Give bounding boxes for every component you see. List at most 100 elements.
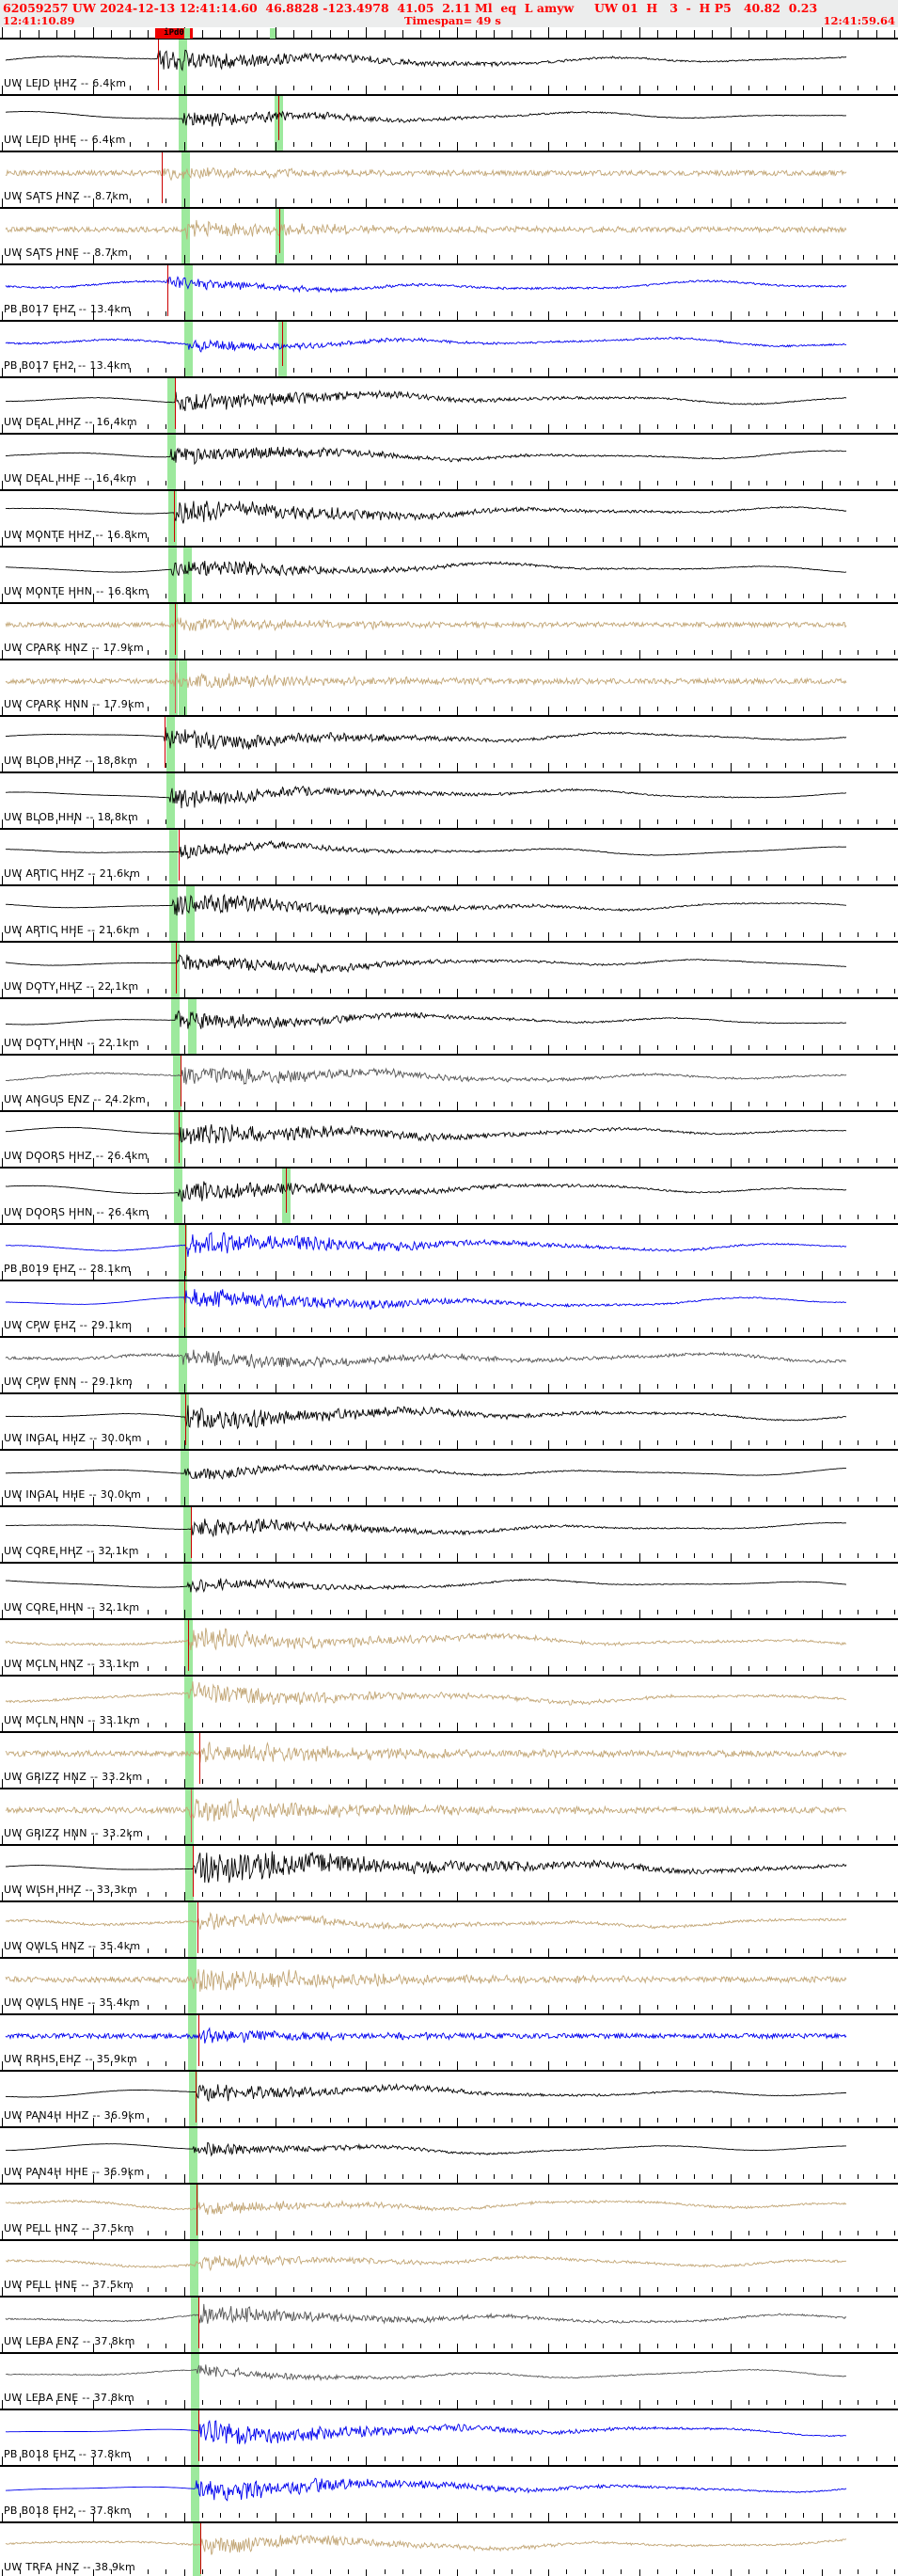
time-tick xyxy=(385,1497,386,1502)
trace-row[interactable]: UW CORE HHN -- 32.1km xyxy=(0,1564,898,1620)
trace-row[interactable]: iPc0UW CPW EHZ -- 29.1km xyxy=(0,1281,898,1338)
p-pick-line[interactable] xyxy=(185,1394,186,1445)
trace-row[interactable]: UW QWLS HNE -- 35.4km xyxy=(0,1959,898,2015)
trace-row[interactable]: 88.1UW CPARK HNN -- 17.9km xyxy=(0,660,898,717)
p-pick-line[interactable] xyxy=(199,1733,200,1784)
p-pick-line[interactable] xyxy=(198,2298,199,2348)
trace-row[interactable]: iPc0UW QWLS HNZ -- 35.4km xyxy=(0,1902,898,1959)
trace-row[interactable]: UW DOTY HHN -- 22.1km xyxy=(0,999,898,1056)
event-summary-line: 62059257 UW 2024-12-13 12:41:14.60 46.88… xyxy=(0,0,898,15)
time-tick xyxy=(402,2344,403,2348)
p-pick-line[interactable] xyxy=(200,2523,201,2574)
time-tick xyxy=(840,311,841,316)
p-pick-line[interactable] xyxy=(188,1620,189,1671)
time-tick xyxy=(657,1045,658,1050)
time-tick xyxy=(731,424,732,435)
s-pick-line[interactable] xyxy=(286,1169,287,1213)
trace-row[interactable]: iS 1PB B017 EH2 -- 13.4km xyxy=(0,322,898,378)
trace-row[interactable]: iPc1UW MONTE HHZ -- 16.8km xyxy=(0,491,898,548)
p-pick-line[interactable] xyxy=(176,943,177,994)
trace-row[interactable]: iPd1UW BLOB HHZ -- 18.8km xyxy=(0,717,898,773)
p-pick-line[interactable] xyxy=(198,2015,199,2066)
time-tick xyxy=(293,368,294,373)
trace-row[interactable]: UW CPW ENN -- 29.1km xyxy=(0,1338,898,1394)
trace-row[interactable]: iPd1UW DOORS HHZ -- 26.4km xyxy=(0,1112,898,1169)
trace-row[interactable]: PB B018 EH2 -- 37.8km xyxy=(0,2467,898,2523)
time-tick xyxy=(20,1610,21,1614)
s-pick-line[interactable] xyxy=(282,322,283,366)
trace-row[interactable]: iPc1UW ANGUS ENZ -- 24.2km xyxy=(0,1056,898,1112)
time-tick xyxy=(548,2344,549,2354)
trace-row[interactable]: iPd1UW ARTIC HHZ -- 21.6km xyxy=(0,830,898,886)
time-tick xyxy=(457,2231,458,2241)
p-pick-line[interactable] xyxy=(162,152,163,203)
time-tick xyxy=(293,1836,294,1840)
p-pick-line[interactable] xyxy=(179,1112,180,1163)
p-pick-line[interactable] xyxy=(174,491,175,542)
trace-row[interactable]: UW LEBA ENE -- 37.8km xyxy=(0,2354,898,2410)
trace-row[interactable]: iPc1PB B017 EHZ -- 13.4km xyxy=(0,265,898,322)
s-pick-line[interactable] xyxy=(279,209,280,253)
trace-row[interactable]: iPc1UW SATS HNZ -- 8.7km xyxy=(0,152,898,209)
time-tick xyxy=(676,481,677,485)
time-tick xyxy=(402,1440,403,1445)
trace-row[interactable]: iP 1UW GRIZZ HNZ -- 33.2km xyxy=(0,1733,898,1789)
trace-row[interactable]: iPd0PB B019 EHZ -- 28.1km xyxy=(0,1225,898,1281)
trace-row[interactable]: iPd0PB B018 EHZ -- 37.8km xyxy=(0,2410,898,2467)
p-pick-line[interactable] xyxy=(196,2072,197,2123)
p-pick-line[interactable] xyxy=(184,1281,185,1332)
trace-row[interactable]: iPc1UW CPARK HNZ -- 17.9km xyxy=(0,604,898,660)
p-pick-line[interactable] xyxy=(193,1846,194,1897)
time-tick xyxy=(202,2005,203,2010)
trace-row[interactable]: iP 1UW LEBA ENZ -- 37.8km xyxy=(0,2298,898,2354)
time-tick xyxy=(785,1045,786,1050)
time-tick xyxy=(585,537,586,542)
trace-row[interactable]: iPd1UW DEAL HHZ -- 16.4km xyxy=(0,378,898,435)
s-pick-line[interactable] xyxy=(278,96,279,140)
trace-row[interactable]: eP 2UW CORE HHZ -- 32.1km xyxy=(0,1507,898,1564)
time-tick xyxy=(2,1102,3,1112)
trace-row[interactable]: UW MCLN HNN -- 33.1km xyxy=(0,1677,898,1733)
trace-row[interactable]: iPc1UW DOTY HHZ -- 22.1km xyxy=(0,943,898,999)
trace-row[interactable]: iPc0UW PELL HNZ -- 37.5km xyxy=(0,2185,898,2241)
time-tick xyxy=(20,2287,21,2292)
time-tick xyxy=(822,1836,823,1846)
time-tick xyxy=(785,989,786,994)
time-tick xyxy=(2,86,3,96)
p-pick-line[interactable] xyxy=(198,2410,199,2461)
trace-row[interactable]: UW PAN4H HHE -- 36.9km xyxy=(0,2128,898,2185)
trace-row[interactable]: UW PELL HNE -- 37.5km xyxy=(0,2241,898,2298)
p-pick-line[interactable] xyxy=(167,265,168,316)
time-tick xyxy=(202,2061,203,2066)
time-tick xyxy=(457,199,458,209)
trace-row[interactable]: eS 2UW LEID HHE -- 6.4km xyxy=(0,96,898,152)
time-tick xyxy=(748,1666,749,1671)
p-pick-line[interactable] xyxy=(197,1902,198,1953)
trace-row[interactable]: iS 1UW DOORS HHN -- 26.4km xyxy=(0,1169,898,1225)
time-tick xyxy=(385,932,386,937)
trace-row[interactable]: UW DEAL HHE -- 16.4km xyxy=(0,435,898,491)
p-pick-line[interactable] xyxy=(175,604,176,655)
trace-row[interactable]: UW BLOB HHN -- 18.8km xyxy=(0,773,898,830)
p-pick-line[interactable] xyxy=(158,40,159,90)
trace-row[interactable]: iPd1UW RRHS EHZ -- 35.9km xyxy=(0,2015,898,2072)
trace-row[interactable]: UW INGAL HHE -- 30.0km xyxy=(0,1451,898,1507)
time-tick xyxy=(858,989,859,994)
trace-row[interactable]: iPd1UW MCLN HNZ -- 33.1km xyxy=(0,1620,898,1677)
p-pick-line[interactable] xyxy=(191,1507,192,1558)
time-tick xyxy=(785,424,786,429)
trace-row[interactable]: UW MONTE HHN -- 16.8km xyxy=(0,548,898,604)
p-pick-line[interactable] xyxy=(185,1225,186,1276)
trace-row[interactable]: iPd1UW INGAL HHZ -- 30.0km xyxy=(0,1394,898,1451)
trace-row[interactable]: iPc0UW PAN4H HHZ -- 36.9km xyxy=(0,2072,898,2128)
p-pick-line[interactable] xyxy=(179,830,180,881)
trace-row[interactable]: iPc0UW WISH HHZ -- 33.3km xyxy=(0,1846,898,1902)
waveform-trace xyxy=(5,49,847,72)
time-tick xyxy=(74,86,75,90)
trace-row[interactable]: UW ARTIC HHE -- 21.6km xyxy=(0,886,898,943)
p-pick-line[interactable] xyxy=(175,378,176,429)
trace-row[interactable]: 88.2UW GRIZZ HNN -- 33.2km xyxy=(0,1789,898,1846)
trace-row[interactable]: iS 1UW SATS HNE -- 8.7km xyxy=(0,209,898,265)
